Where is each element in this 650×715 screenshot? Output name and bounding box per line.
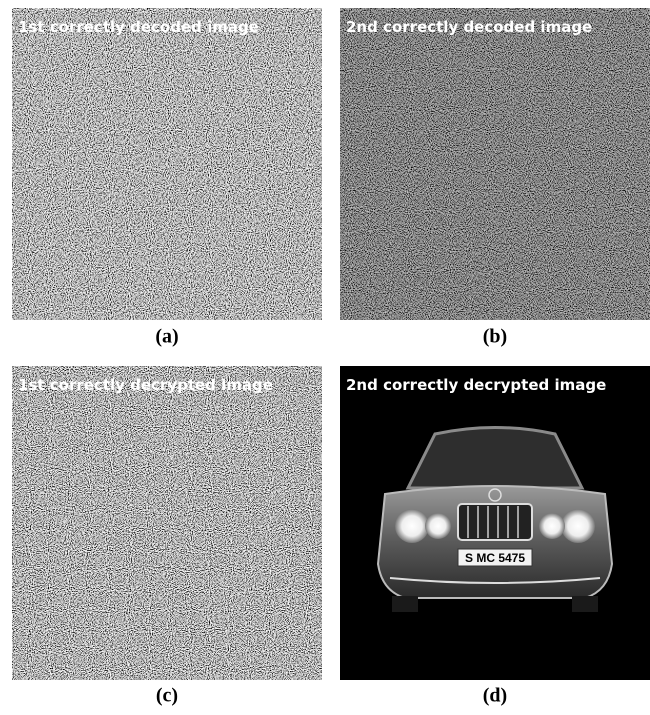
panel-label: (d) bbox=[483, 685, 507, 707]
noise-image bbox=[12, 366, 322, 680]
panel-title: 2nd correctly decrypted image bbox=[346, 376, 606, 394]
figure: 1st correctly decoded image (a) 2nd correc… bbox=[0, 0, 650, 715]
noise-image bbox=[340, 8, 650, 320]
panel-label: (c) bbox=[156, 685, 178, 707]
panel-title: 1st correctly decrypted image bbox=[18, 376, 273, 394]
panel-label: (a) bbox=[155, 326, 178, 348]
plate-text: S MC 5475 bbox=[465, 551, 525, 565]
panel-title: 2nd correctly decoded image bbox=[346, 18, 592, 36]
noise-image bbox=[12, 8, 322, 320]
panel-title: 1st correctly decoded image bbox=[18, 18, 259, 36]
panel-label: (b) bbox=[483, 326, 507, 348]
